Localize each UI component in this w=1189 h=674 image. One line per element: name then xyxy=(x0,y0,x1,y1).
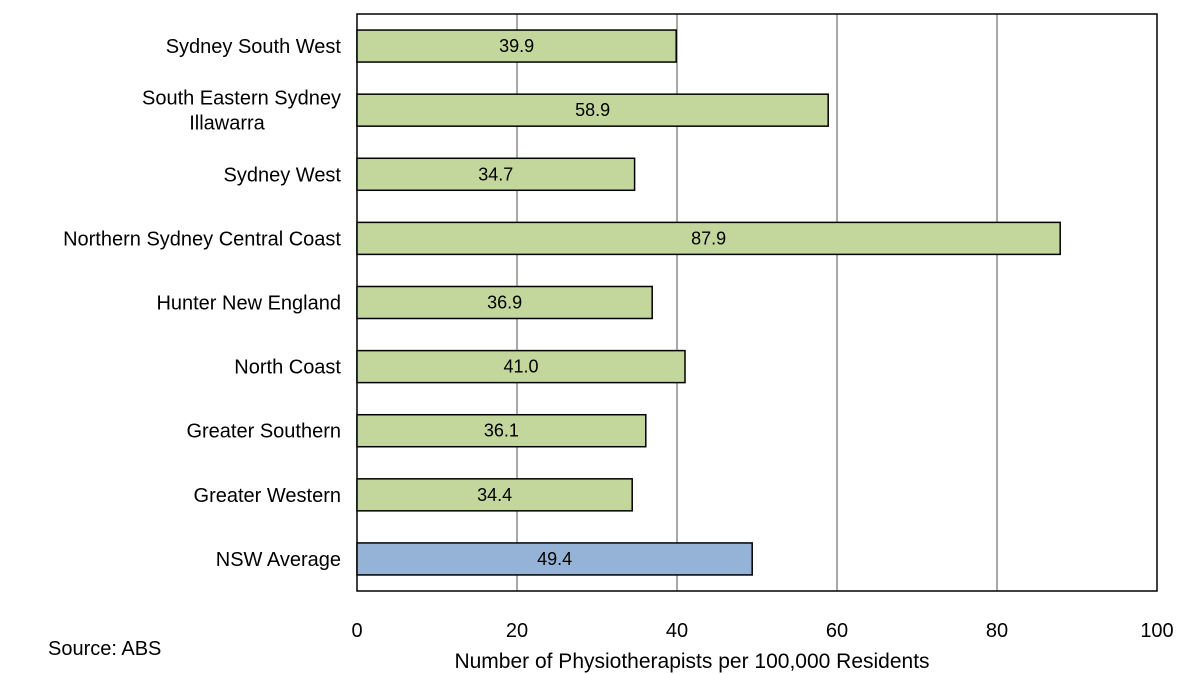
data-label: 49.4 xyxy=(537,549,572,569)
x-tick-label: 60 xyxy=(826,620,848,642)
data-label: 36.9 xyxy=(487,293,522,313)
x-tick-label: 100 xyxy=(1140,620,1173,642)
x-tick-label: 0 xyxy=(351,620,362,642)
source-note: Source: ABS xyxy=(48,638,161,660)
data-label: 58.9 xyxy=(575,100,610,120)
data-label: 39.9 xyxy=(499,36,534,56)
category-label: Greater Southern xyxy=(186,421,341,443)
x-tick-labels: 0 20 40 60 80 100 xyxy=(351,620,1173,642)
data-label: 87.9 xyxy=(691,228,726,248)
data-label: 34.7 xyxy=(478,164,513,184)
bars: 39.9 58.9 34.7 87.9 36.9 41.0 36.1 34.4 49.4 xyxy=(357,30,1060,575)
data-label: 34.4 xyxy=(477,485,512,505)
data-label: 36.1 xyxy=(484,421,519,441)
category-label: Sydney West xyxy=(224,164,342,186)
category-label: South Eastern Sydney xyxy=(142,88,341,110)
data-label: 41.0 xyxy=(503,357,538,377)
x-tick-label: 40 xyxy=(666,620,688,642)
category-label: NSW Average xyxy=(216,549,341,571)
category-label: North Coast xyxy=(234,357,341,379)
x-tick-label: 20 xyxy=(506,620,528,642)
category-label: Illawarra xyxy=(189,113,265,135)
category-labels: Sydney South West South Eastern Sydney Ill… xyxy=(63,36,341,571)
category-label: Greater Western xyxy=(194,485,341,507)
category-label: Hunter New England xyxy=(156,293,341,315)
x-tick-label: 80 xyxy=(986,620,1008,642)
category-label: Northern Sydney Central Coast xyxy=(63,228,341,250)
category-label: Sydney South West xyxy=(166,36,342,58)
x-axis-title: Number of Physiotherapists per 100,000 R… xyxy=(454,650,929,673)
